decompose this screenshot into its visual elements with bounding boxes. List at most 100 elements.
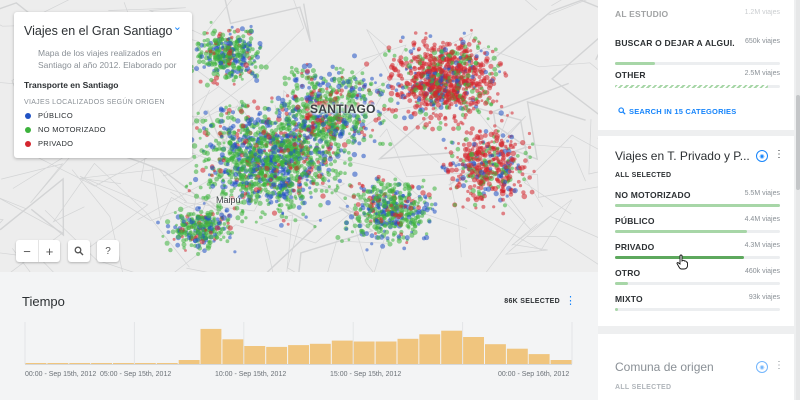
trip-point (512, 187, 518, 194)
trip-point (240, 150, 244, 154)
map-road (327, 237, 388, 272)
trip-point (192, 230, 198, 236)
trip-point (413, 199, 418, 204)
map-road (485, 116, 586, 182)
trip-point (388, 97, 394, 103)
sidebar-scrollbar[interactable] (796, 0, 800, 400)
trip-point (244, 216, 248, 220)
sidebar-scrollbar-thumb[interactable] (796, 95, 800, 190)
category-row-mixto[interactable]: MIXTO 93k viajes (615, 294, 780, 314)
legend-layer-name: Transporte en Santiago (24, 80, 119, 90)
trip-point (373, 196, 379, 202)
histogram-bar (288, 345, 309, 364)
trip-point (404, 68, 408, 71)
trip-point (239, 188, 243, 192)
trip-point (381, 82, 385, 87)
time-histogram[interactable]: 00:00 - Sep 15th, 2012 05:00 - Sep 15th, … (0, 272, 598, 400)
category-row[interactable]: OTHER 2.5M viajes (615, 70, 780, 90)
trip-point (254, 177, 259, 181)
trip-point (392, 114, 398, 119)
trip-point (248, 28, 254, 34)
eye-icon[interactable]: ◉ (756, 150, 768, 162)
trip-point (412, 47, 416, 51)
category-row-no-motorizado[interactable]: NO MOTORIZADO 5.5M viajes (615, 190, 780, 210)
category-row-otro[interactable]: OTRO 460k viajes (615, 268, 780, 288)
histogram-bar (178, 360, 200, 364)
more-vertical-icon[interactable]: ⋮ (774, 149, 784, 160)
chevron-down-icon[interactable]: ⌄ (172, 21, 182, 33)
zoom-out-button[interactable]: − (23, 243, 31, 259)
trip-point (333, 115, 338, 121)
trip-point (477, 129, 483, 134)
category-row[interactable]: BUSCAR O DEJAR A ALGUI... 650k viajes (615, 38, 780, 65)
trip-point (430, 202, 434, 207)
trip-point (223, 196, 226, 200)
trip-point (335, 235, 341, 240)
trip-point (209, 20, 213, 24)
trip-point (416, 185, 422, 191)
trip-point (265, 198, 270, 203)
trip-point (194, 163, 199, 168)
trip-point (301, 114, 305, 118)
trip-point (281, 211, 285, 215)
trip-point (327, 179, 331, 183)
map-canvas[interactable] (0, 0, 598, 272)
category-label: AL ESTUDIO (615, 9, 669, 19)
map-road (0, 197, 64, 272)
trip-point (257, 41, 263, 46)
histogram-bar (331, 340, 353, 364)
zoom-in-button[interactable]: + (38, 240, 60, 262)
category-row[interactable]: AL ESTUDIO 1.2M viajes (615, 9, 780, 29)
trip-point (484, 174, 488, 178)
trip-point (460, 106, 465, 112)
trip-point (241, 181, 245, 185)
trip-point (312, 73, 318, 78)
category-row-publico[interactable]: PÚBLICO 4.4M viajes (615, 216, 780, 236)
more-vertical-icon[interactable]: ⋮ (774, 360, 784, 371)
search-categories-link[interactable]: SEARCH IN 15 CATEGORIES (618, 107, 736, 116)
trip-point (341, 142, 348, 148)
category-row-privado[interactable]: PRIVADO 4.3M viajes (615, 242, 780, 262)
trip-point (491, 55, 497, 61)
help-button[interactable]: ? (105, 245, 111, 257)
trip-point (264, 156, 271, 163)
trip-point (208, 179, 213, 183)
eye-icon[interactable]: ◉ (756, 361, 768, 373)
trip-point (492, 66, 498, 72)
trip-point (384, 195, 388, 199)
trip-point (481, 204, 486, 209)
trip-point (417, 66, 421, 70)
trip-point (238, 74, 243, 79)
trip-point (288, 99, 292, 103)
trip-point (252, 173, 256, 178)
trip-point (347, 238, 351, 242)
trip-point (440, 53, 445, 57)
trip-point (488, 110, 493, 115)
trip-point (466, 42, 472, 47)
trip-point (330, 89, 334, 92)
trip-point (476, 186, 480, 190)
trip-point (437, 66, 442, 71)
search-icon[interactable] (68, 240, 90, 262)
trip-point (442, 47, 448, 53)
trip-point (427, 78, 432, 83)
trip-point (305, 127, 311, 132)
map-view[interactable]: SANTIAGO Maipú Viajes en el Gran Santiag… (0, 0, 598, 272)
trip-point (398, 207, 405, 213)
trip-point (344, 220, 349, 226)
legend-title[interactable]: Viajes en el Gran Santiago (24, 24, 173, 38)
trip-point (253, 131, 259, 138)
trip-point (197, 59, 202, 65)
trip-point (339, 88, 344, 93)
trip-point (433, 202, 438, 207)
trip-point (322, 109, 326, 113)
trip-point (379, 217, 383, 220)
trip-point (330, 106, 336, 112)
trip-point (364, 61, 370, 67)
trip-point (239, 211, 245, 216)
trip-point (298, 156, 303, 161)
trip-point (325, 200, 331, 206)
trip-point (251, 61, 255, 65)
trip-point (357, 141, 362, 146)
trip-point (331, 101, 336, 106)
